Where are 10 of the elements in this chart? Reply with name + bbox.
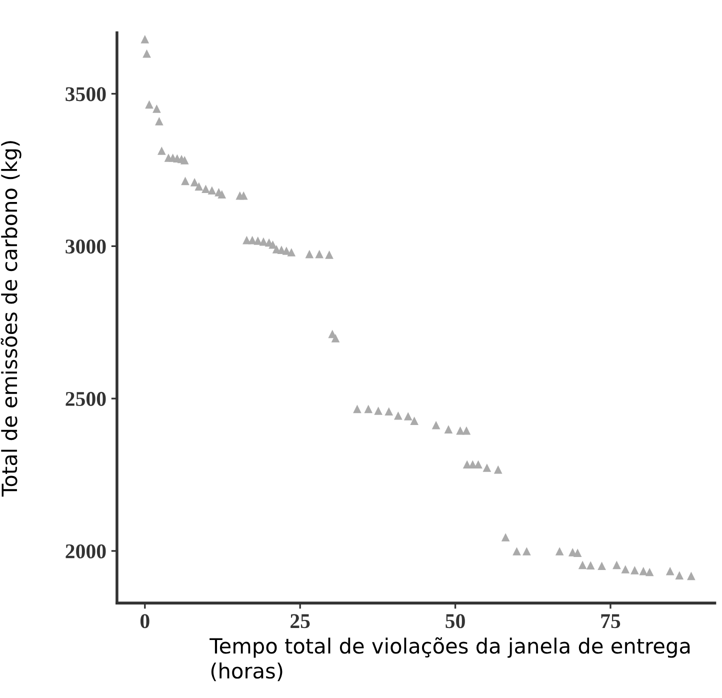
y-tick-label: 2500 — [66, 392, 106, 406]
x-tick-label: 50 — [446, 614, 465, 628]
y-tick-label: 3000 — [66, 240, 106, 254]
y-tick-label: 3500 — [66, 87, 106, 102]
x-axis-title: Tempo total de violações da janela de entrega (horas) — [210, 637, 690, 682]
x-tick-label: 75 — [601, 614, 620, 628]
x-tick-label: 25 — [290, 614, 310, 628]
y-tick-label: 2000 — [66, 544, 106, 558]
x-tick-label: 0 — [140, 614, 150, 628]
y-axis-title: Total de emissões de carbono (kg) — [0, 141, 22, 497]
